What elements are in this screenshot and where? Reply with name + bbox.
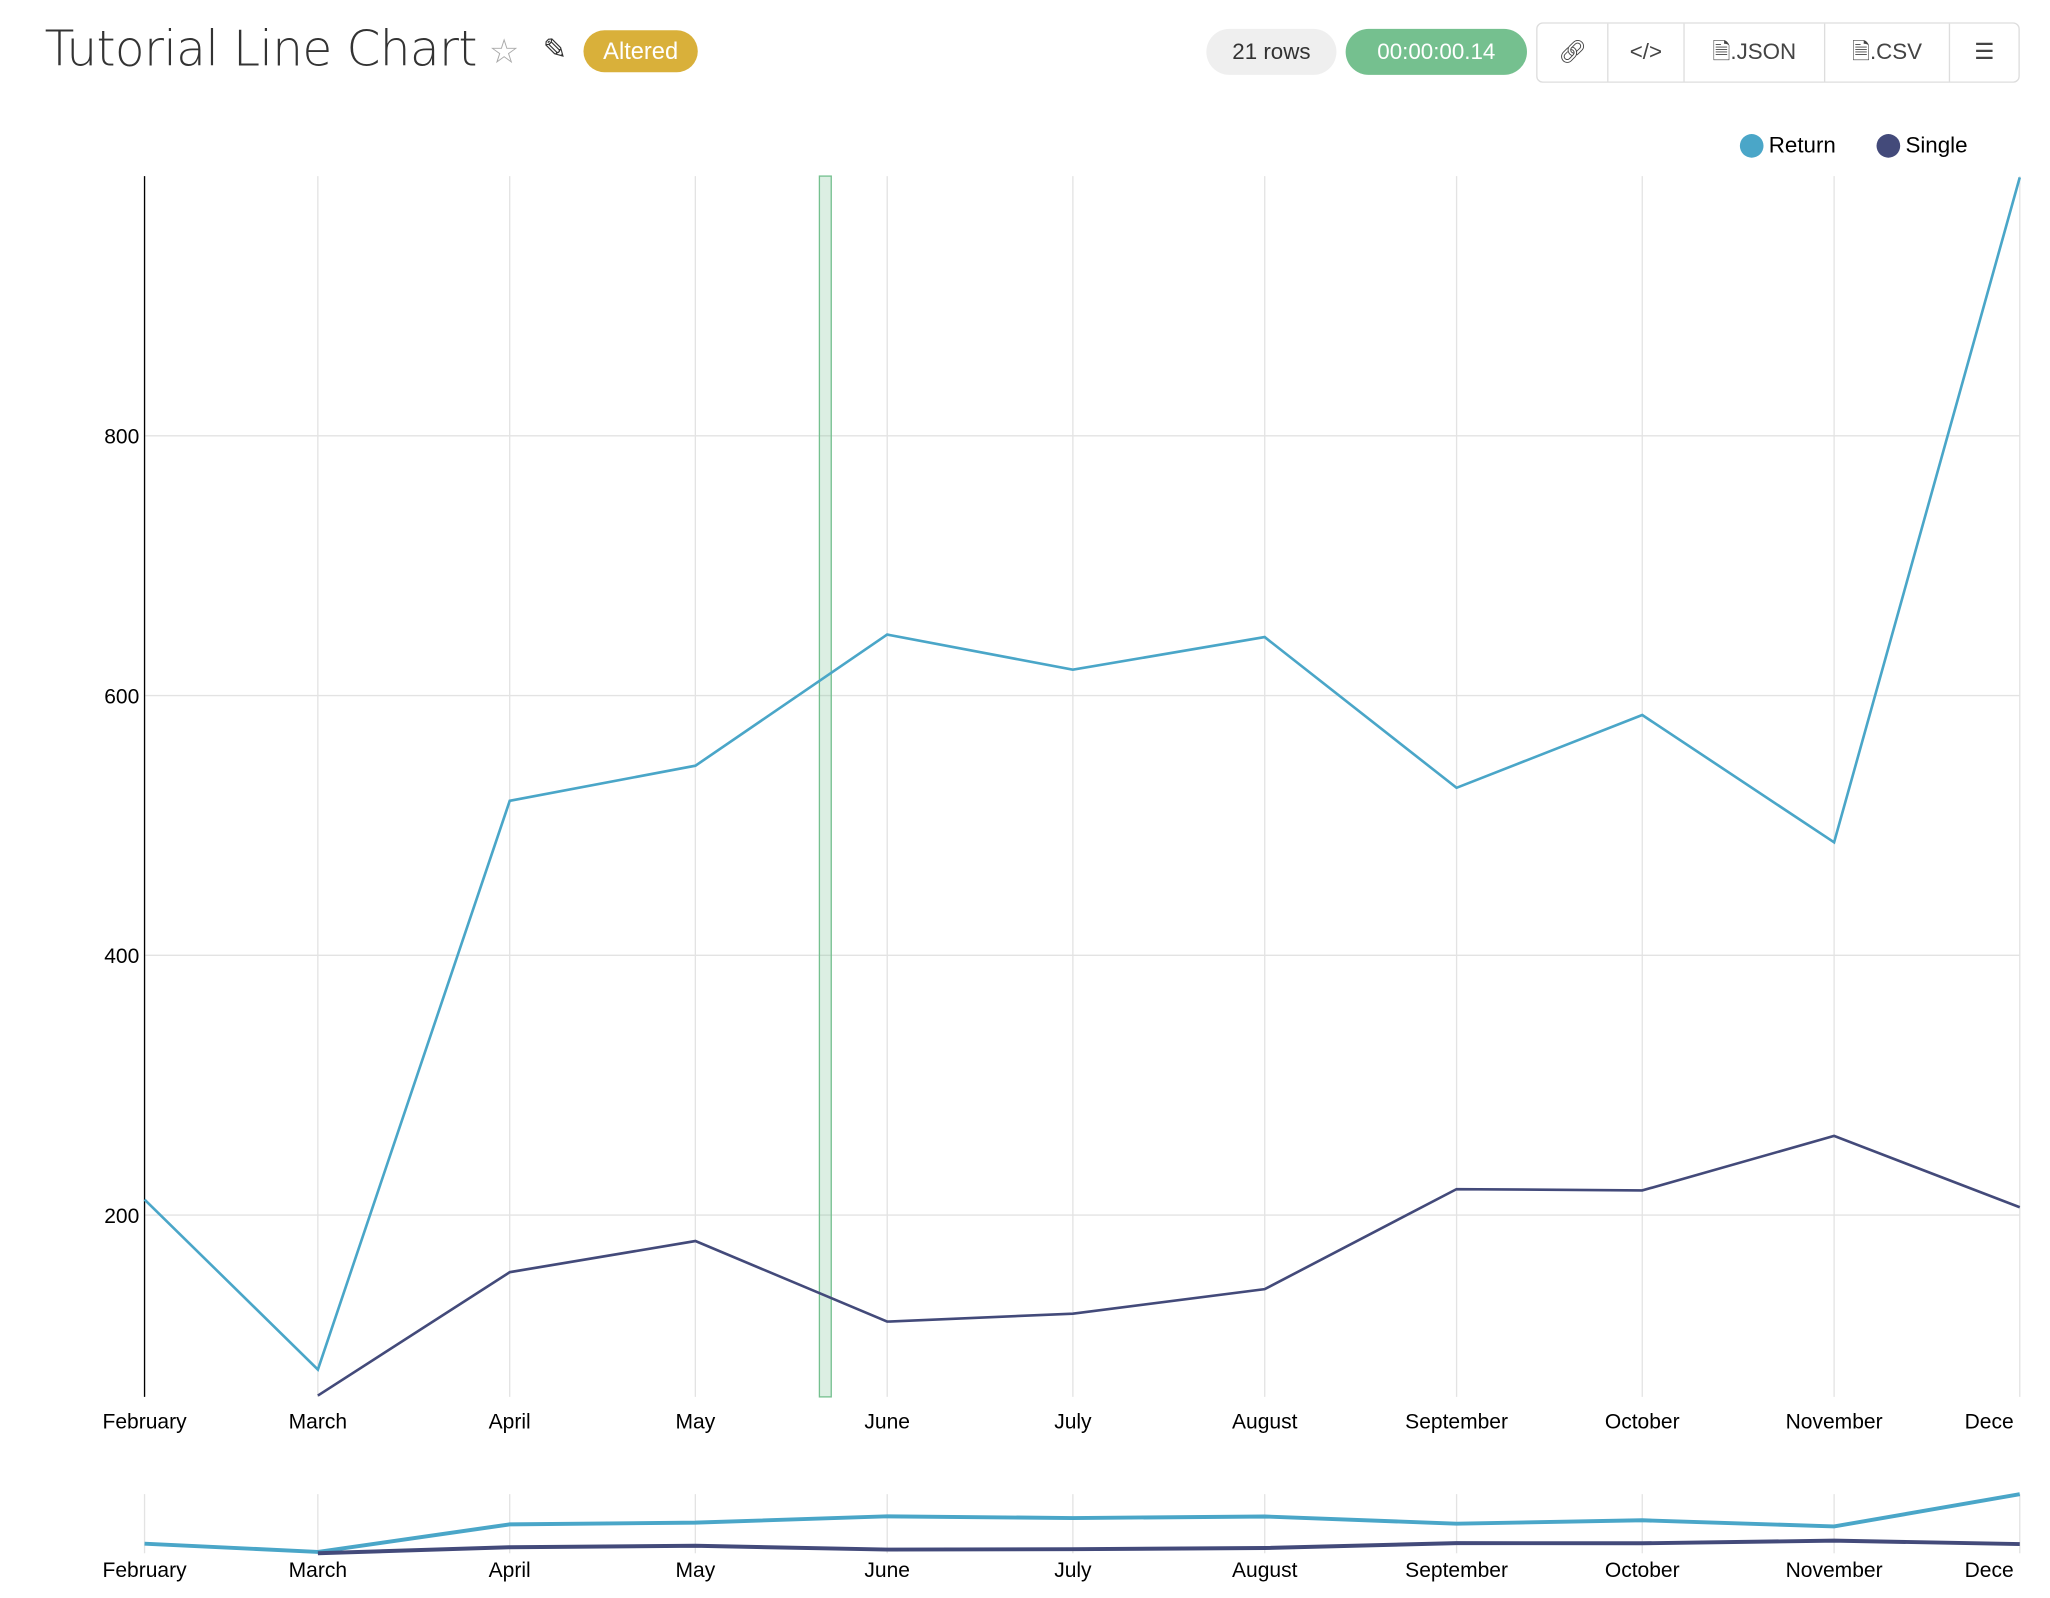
- link-icon: 🔗︎: [1558, 39, 1587, 65]
- overview-line-single: [317, 1538, 2020, 1556]
- x-tick-label: April: [489, 1410, 531, 1433]
- series-line-return: [143, 177, 2022, 1372]
- embed-code-button[interactable]: </>: [1608, 23, 1685, 82]
- x-tick-label: October: [1605, 1410, 1680, 1433]
- overview-x-tick-label: July: [1054, 1559, 1092, 1582]
- share-link-button[interactable]: 🔗︎: [1537, 23, 1609, 82]
- elapsed-time-badge: 00:00:00.14: [1345, 28, 1527, 75]
- csv-label: .CSV: [1869, 39, 1923, 65]
- hover-highlight: [818, 175, 832, 1398]
- overview-x-tick-label: May: [676, 1559, 716, 1582]
- y-tick-label: 400: [104, 945, 139, 968]
- overview-x-tick-label: March: [289, 1559, 347, 1582]
- menu-icon: ☰: [1974, 39, 1995, 65]
- overview-x-tick-label: Dece: [1965, 1559, 2014, 1582]
- x-tick-label: Dece: [1965, 1410, 2014, 1433]
- x-tick-label: November: [1786, 1410, 1883, 1433]
- y-tick-label: 200: [104, 1205, 139, 1228]
- x-tick-label: February: [103, 1410, 188, 1433]
- legend-label-single: Single: [1905, 132, 1968, 158]
- file-code-icon: 🗎: [1712, 39, 1731, 65]
- overview-x-tick-label: April: [489, 1559, 531, 1582]
- y-tick-label: 800: [104, 426, 139, 449]
- legend-dot-single: [1876, 134, 1901, 158]
- export-csv-button[interactable]: 🗎.CSV: [1825, 23, 1951, 82]
- legend-item-return[interactable]: Return: [1739, 132, 1836, 159]
- overview-x-tick-label: August: [1232, 1559, 1298, 1582]
- action-toolbar: 🔗︎ </> 🗎.JSON 🗎.CSV ☰: [1536, 22, 2020, 83]
- altered-badge: Altered: [583, 30, 698, 73]
- overview-x-tick-label: February: [103, 1559, 188, 1582]
- overview-x-tick-label: September: [1405, 1559, 1508, 1582]
- series-line-single: [317, 1134, 2021, 1397]
- page-title: Tutorial Line Chart: [44, 21, 478, 78]
- file-text-icon: 🗎: [1851, 39, 1870, 65]
- overview-x-tick-label: October: [1605, 1559, 1680, 1582]
- row-count-badge: 21 rows: [1206, 28, 1337, 75]
- json-label: .JSON: [1730, 39, 1797, 65]
- x-tick-label: June: [864, 1410, 910, 1433]
- x-tick-label: July: [1054, 1410, 1092, 1433]
- x-tick-label: May: [676, 1410, 716, 1433]
- legend-item-single[interactable]: Single: [1876, 132, 1968, 159]
- export-json-button[interactable]: 🗎.JSON: [1685, 23, 1826, 82]
- x-tick-label: September: [1405, 1410, 1508, 1433]
- legend-dot-return: [1739, 134, 1764, 158]
- x-tick-label: March: [289, 1410, 347, 1433]
- overview-line-return: [144, 1492, 2021, 1554]
- overview-x-tick-label: June: [864, 1559, 910, 1582]
- edit-icon[interactable]: ✎: [542, 32, 567, 66]
- y-tick-label: 600: [104, 685, 139, 708]
- legend-label-return: Return: [1768, 132, 1836, 158]
- code-icon: </>: [1629, 39, 1663, 65]
- menu-button[interactable]: ☰: [1950, 24, 2018, 82]
- star-icon[interactable]: ☆: [488, 31, 520, 71]
- overview-x-tick-label: November: [1786, 1559, 1883, 1582]
- x-tick-label: August: [1232, 1410, 1298, 1433]
